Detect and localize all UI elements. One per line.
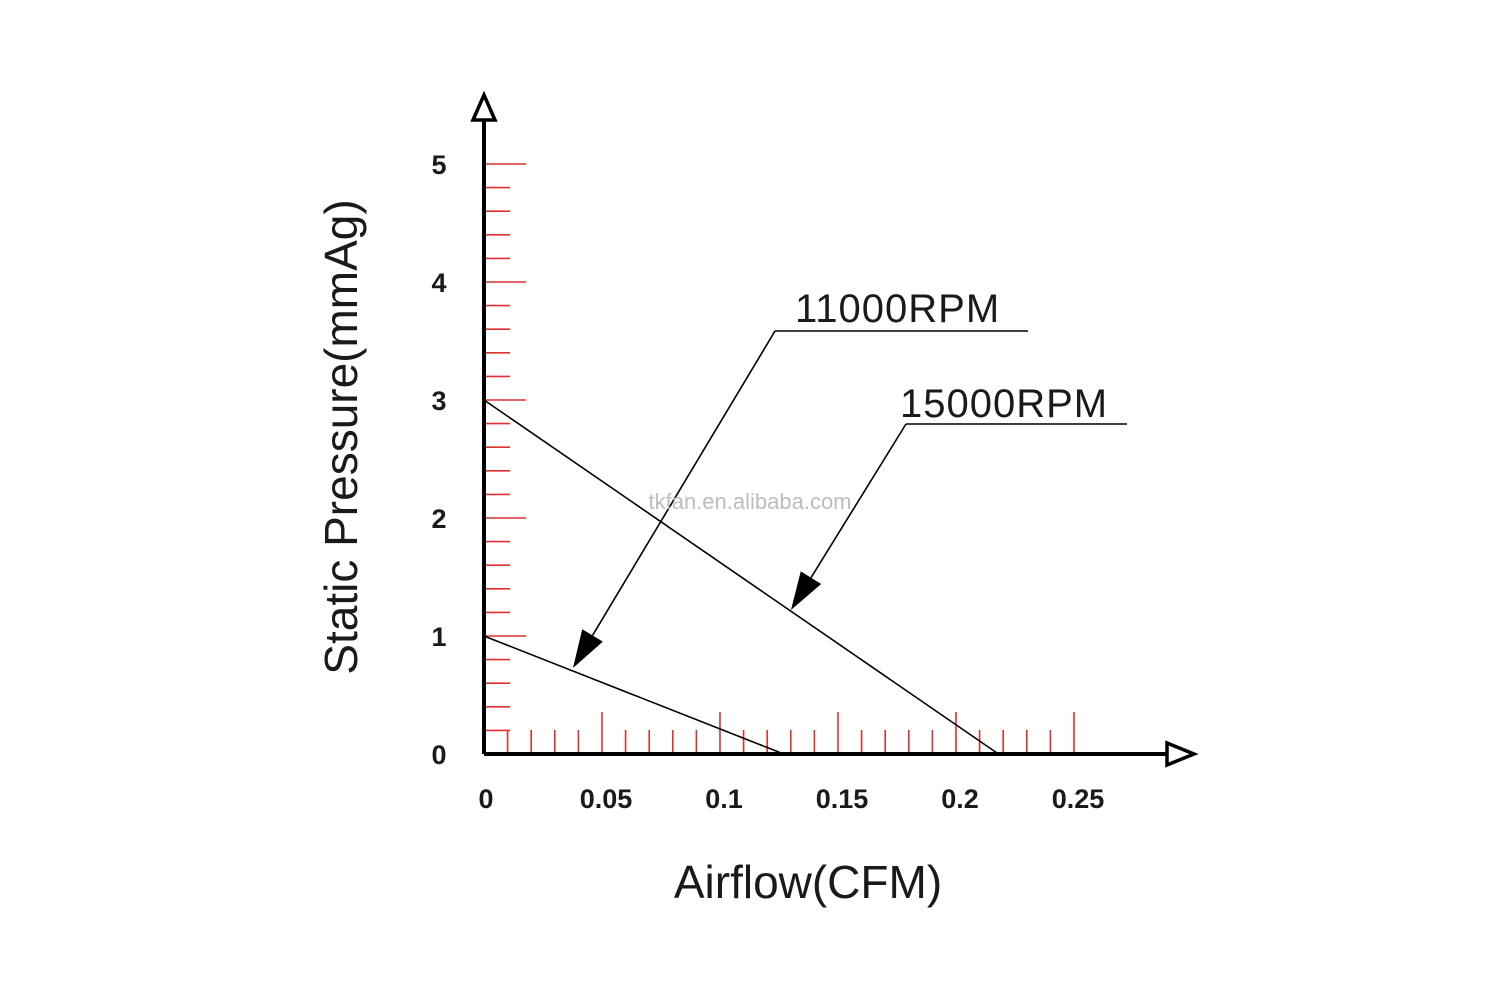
callout-leader-line bbox=[591, 330, 776, 636]
watermark-text: tkfan.en.alibaba.com bbox=[648, 489, 851, 514]
x-tick-label: 0.05 bbox=[580, 784, 633, 814]
series-lines bbox=[483, 399, 999, 755]
y-tick-label: 1 bbox=[431, 622, 446, 652]
y-axis-title: Static Pressure(mmAg) bbox=[315, 199, 367, 674]
x-tick-label: 0.25 bbox=[1052, 784, 1105, 814]
y-tick-label: 3 bbox=[431, 386, 446, 416]
series-callout-label: 15000RPM bbox=[900, 382, 1108, 426]
x-tick-label: 0.15 bbox=[816, 784, 869, 814]
callouts: 11000RPM 15000RPM bbox=[573, 287, 1127, 668]
y-tick-label: 5 bbox=[431, 150, 446, 180]
x-axis-arrow-icon bbox=[1165, 740, 1199, 768]
x-tick-label: 0 bbox=[478, 784, 493, 814]
x-tick-label: 0.1 bbox=[705, 784, 743, 814]
y-axis-arrow-icon bbox=[470, 90, 498, 122]
callout-leader-line bbox=[810, 423, 907, 579]
y-tick-label: 0 bbox=[431, 740, 446, 770]
series-line bbox=[483, 399, 999, 755]
callout-arrowhead-icon bbox=[573, 629, 603, 668]
series-callout-label: 11000RPM bbox=[795, 287, 1000, 331]
callout-arrowhead-icon bbox=[791, 571, 822, 610]
x-axis-title: Airflow(CFM) bbox=[674, 856, 942, 908]
x-tick-label: 0.2 bbox=[941, 784, 979, 814]
minor-ticks bbox=[484, 163, 1075, 754]
y-tick-label: 4 bbox=[431, 268, 446, 298]
series-line bbox=[483, 635, 785, 755]
tick-labels: 0 1 2 3 4 5 0 0.05 0.1 0.15 0.2 0.25 bbox=[431, 150, 1104, 814]
axes bbox=[470, 90, 1199, 768]
y-tick-label: 2 bbox=[431, 504, 446, 534]
